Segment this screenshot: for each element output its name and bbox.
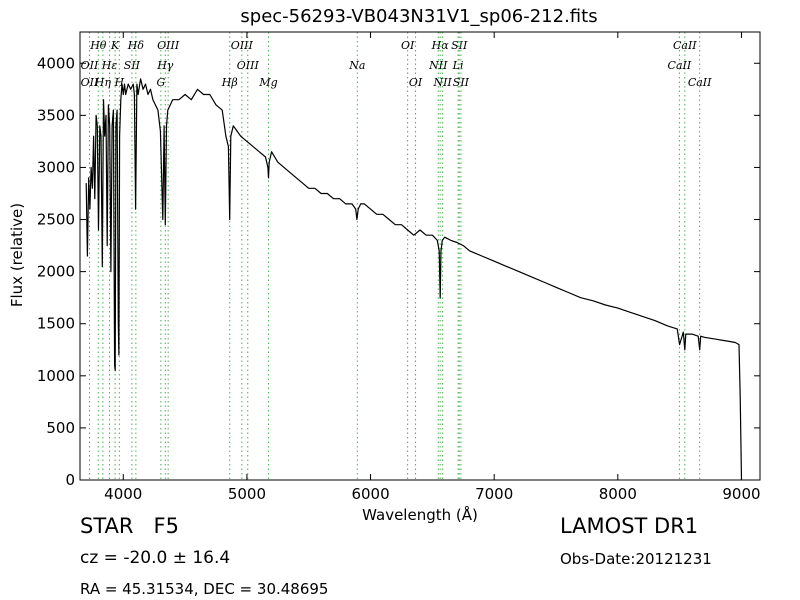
y-tick-label: 4000 — [37, 54, 75, 72]
line-marker-label: Mg — [258, 76, 277, 89]
line-marker-label: Hγ — [156, 59, 174, 72]
line-marker-label: CaII — [668, 59, 692, 72]
line-marker-label: SII — [453, 76, 470, 89]
line-marker-label: NII — [432, 76, 452, 89]
line-marker-label: Li — [452, 59, 464, 72]
axis-label-x: Wavelength (Å) — [362, 506, 478, 524]
x-tick-label: 7000 — [475, 485, 513, 503]
line-marker-label: Hη — [94, 76, 112, 89]
coordinates: RA = 45.31534, DEC = 30.48695 — [80, 580, 329, 598]
axes-layer: 4000 5000 6000 7000 8000 9000 0 500 1000 1500 2000… — [37, 31, 761, 503]
y-tick-label: 2000 — [37, 263, 75, 281]
x-tick-label: 5000 — [228, 485, 266, 503]
line-marker-label: Hβ — [221, 76, 238, 89]
line-marker-label: OIII — [231, 39, 254, 52]
line-marker-label: OII — [81, 59, 99, 72]
line-marker-label: Hθ — [89, 39, 107, 52]
line-marker-label: Hε — [101, 59, 118, 72]
line-marker-label: CaII — [688, 76, 712, 89]
line-marker-label: SII — [124, 59, 141, 72]
x-tick-label: 6000 — [351, 485, 389, 503]
line-marker-label: OI — [401, 39, 415, 52]
spectrum-layer — [85, 78, 743, 481]
observation-date: Obs-Date:20121231 — [560, 550, 712, 568]
line-marker-label: Na — [348, 59, 365, 72]
redshift-info: cz = -20.0 ± 16.4 — [80, 548, 231, 568]
line-marker-label: OIII — [237, 59, 260, 72]
y-tick-label: 500 — [46, 419, 75, 437]
x-tick-label: 4000 — [104, 485, 142, 503]
x-tick-label: 8000 — [599, 485, 637, 503]
line-marker-label: G — [156, 76, 165, 89]
y-tick-label: 0 — [65, 471, 75, 489]
spectrum-line — [85, 78, 743, 481]
y-tick-label: 2500 — [37, 211, 75, 229]
y-tick-label: 3000 — [37, 158, 75, 176]
object-class: STAR F5 — [80, 514, 179, 538]
y-tick-label: 3500 — [37, 106, 75, 124]
plot-frame — [79, 31, 761, 481]
y-tick-label: 1500 — [37, 315, 75, 333]
line-marker-label: Hα — [431, 39, 450, 52]
x-tick-label: 9000 — [722, 485, 760, 503]
line-marker-label: NII — [428, 59, 448, 72]
line-marker-label: OI — [409, 76, 423, 89]
line-marker-label: H — [114, 76, 125, 89]
line-marker-label: Hδ — [127, 39, 145, 52]
line-marker-label: K — [110, 39, 120, 52]
line-marker-label: CaII — [673, 39, 697, 52]
line-marker-label: OIII — [157, 39, 180, 52]
y-tick-label: 1000 — [37, 367, 75, 385]
line-marker-label: SII — [451, 39, 468, 52]
survey-name: LAMOST DR1 — [560, 514, 699, 538]
line-marker-label: OII — [81, 76, 99, 89]
chart-title: spec-56293-VB043N31V1_sp06-212.fits — [240, 6, 598, 27]
axis-label-y: Flux (relative) — [8, 202, 26, 308]
